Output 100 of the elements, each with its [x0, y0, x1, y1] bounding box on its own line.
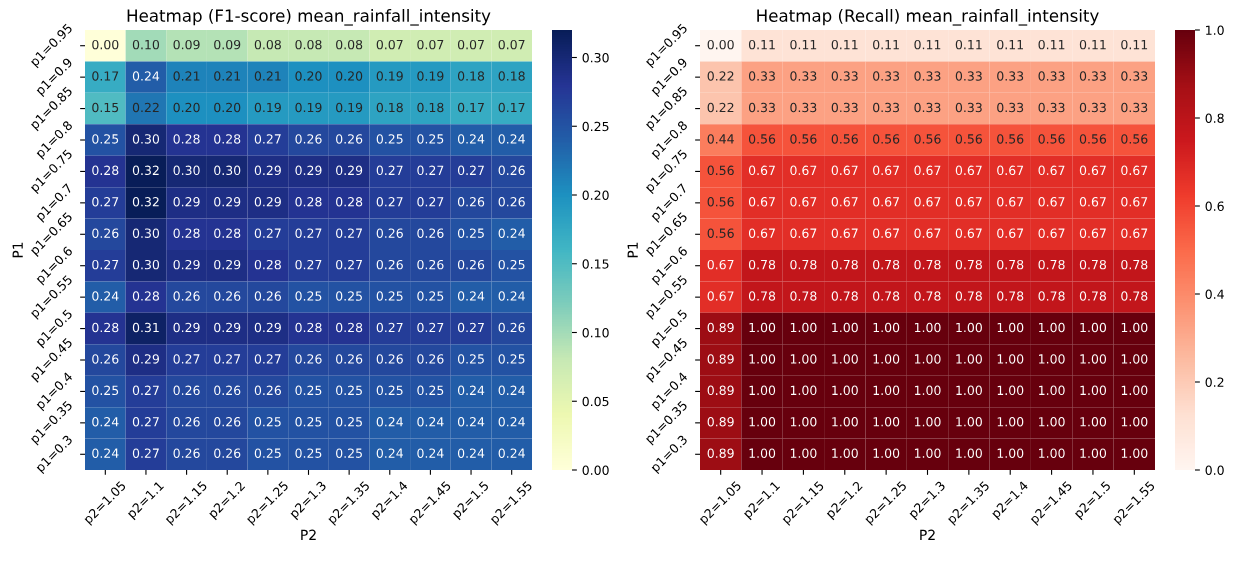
data-label: 0.27	[295, 259, 322, 270]
data-label: 0.78	[790, 259, 817, 270]
data-label: 0.25	[498, 354, 525, 364]
data-label: 0.00	[707, 39, 734, 50]
data-label: 0.67	[914, 228, 941, 238]
data-label: 0.33	[997, 102, 1024, 113]
data-label: 0.56	[707, 228, 734, 238]
data-label: 0.08	[254, 39, 281, 50]
data-label: 0.56	[997, 134, 1024, 144]
data-label: 0.67	[707, 291, 734, 301]
data-label: 0.24	[457, 385, 485, 396]
data-label: 0.67	[997, 165, 1024, 176]
data-label: 0.24	[92, 291, 119, 301]
data-label: 0.78	[748, 259, 776, 270]
data-label: 0.26	[173, 448, 200, 458]
data-label: 1.00	[1121, 354, 1148, 364]
data-label: 0.27	[254, 134, 281, 144]
data-label: 0.78	[955, 259, 982, 270]
data-label: 0.08	[336, 39, 363, 50]
data-label: 1.00	[1039, 354, 1065, 364]
data-label: 0.67	[748, 228, 775, 238]
data-label: 0.25	[376, 385, 403, 396]
data-label: 0.25	[498, 259, 525, 270]
data-label: 1.00	[832, 448, 858, 458]
data-label: 0.27	[376, 197, 403, 207]
data-label: 0.11	[1079, 39, 1106, 50]
data-label: 0.24	[457, 417, 485, 427]
data-label: 0.27	[376, 165, 403, 176]
data-label: 0.78	[873, 259, 900, 270]
data-label: 0.56	[873, 134, 900, 144]
data-label: 0.78	[1079, 291, 1107, 301]
data-label: 0.78	[873, 291, 900, 301]
data-label: 0.26	[498, 197, 525, 207]
data-label: 0.25	[417, 385, 444, 396]
data-label: 0.56	[790, 134, 817, 144]
data-label: 0.26	[295, 354, 322, 364]
data-label: 1.00	[749, 417, 776, 427]
data-label: 0.26	[92, 354, 119, 364]
data-label: 0.26	[417, 228, 444, 238]
data-label: 0.25	[376, 134, 403, 144]
data-label: 0.33	[790, 71, 817, 81]
data-label: 0.28	[132, 291, 160, 301]
data-label: 0.15	[92, 102, 119, 113]
data-label: 0.26	[417, 259, 444, 270]
color-bar-label: 0.8	[1205, 113, 1224, 123]
data-label: 0.28	[173, 134, 200, 144]
data-label: 0.67	[1038, 165, 1065, 176]
data-label: 1.00	[956, 322, 982, 333]
data-label: 0.29	[173, 259, 200, 270]
data-label: 0.29	[214, 259, 241, 270]
data-label: 1.00	[873, 385, 900, 396]
data-label: 1.00	[956, 448, 982, 458]
data-label: 0.25	[376, 291, 403, 301]
data-label: 0.19	[254, 102, 281, 113]
data-label: 0.07	[498, 39, 525, 50]
data-label: 0.27	[254, 354, 281, 364]
data-label: 0.25	[417, 291, 444, 301]
x-axis-title: P2	[920, 529, 935, 540]
data-label: 1.00	[956, 354, 982, 364]
data-label: 0.20	[214, 102, 241, 113]
data-label: 0.29	[254, 165, 281, 176]
data-label: 0.27	[132, 448, 159, 458]
data-label: 0.08	[295, 39, 322, 50]
data-label: 0.26	[295, 134, 322, 144]
data-label: 0.26	[498, 322, 525, 333]
data-label: 0.25	[295, 448, 322, 458]
data-label: 1.00	[749, 322, 776, 333]
data-label: 0.27	[457, 165, 484, 176]
data-label: 1.00	[749, 448, 776, 458]
data-label: 0.25	[336, 448, 362, 458]
data-label: 0.29	[173, 197, 200, 207]
data-label: 0.25	[254, 417, 281, 427]
data-label: 0.18	[498, 71, 525, 81]
data-label: 0.07	[376, 39, 403, 50]
data-label: 0.29	[214, 322, 241, 333]
data-label: 0.28	[92, 165, 119, 176]
data-label: 0.26	[254, 385, 281, 396]
y-axis-title: P1	[12, 242, 23, 258]
data-label: 0.21	[254, 71, 281, 81]
data-label: 0.25	[295, 417, 322, 427]
data-label: 0.18	[417, 102, 444, 113]
data-label: 0.78	[1121, 259, 1148, 270]
data-label: 0.44	[707, 134, 734, 144]
data-label: 1.00	[914, 354, 941, 364]
data-label: 1.00	[914, 448, 941, 458]
data-label: 1.00	[1039, 322, 1065, 333]
color-bar-label: 1.0	[1206, 25, 1224, 35]
data-label: 0.33	[1038, 71, 1065, 81]
data-label: 0.26	[376, 259, 403, 270]
data-label: 0.00	[92, 39, 119, 50]
data-label: 0.11	[914, 39, 941, 50]
data-label: 0.26	[173, 291, 200, 301]
data-label: 1.00	[997, 448, 1024, 458]
data-label: 1.00	[1039, 417, 1065, 427]
data-label: 0.27	[417, 322, 444, 333]
data-label: 0.10	[132, 39, 160, 50]
data-label: 0.67	[1038, 228, 1065, 238]
data-label: 0.33	[1079, 71, 1106, 81]
data-label: 0.28	[214, 134, 241, 144]
data-label: 0.25	[92, 385, 119, 396]
